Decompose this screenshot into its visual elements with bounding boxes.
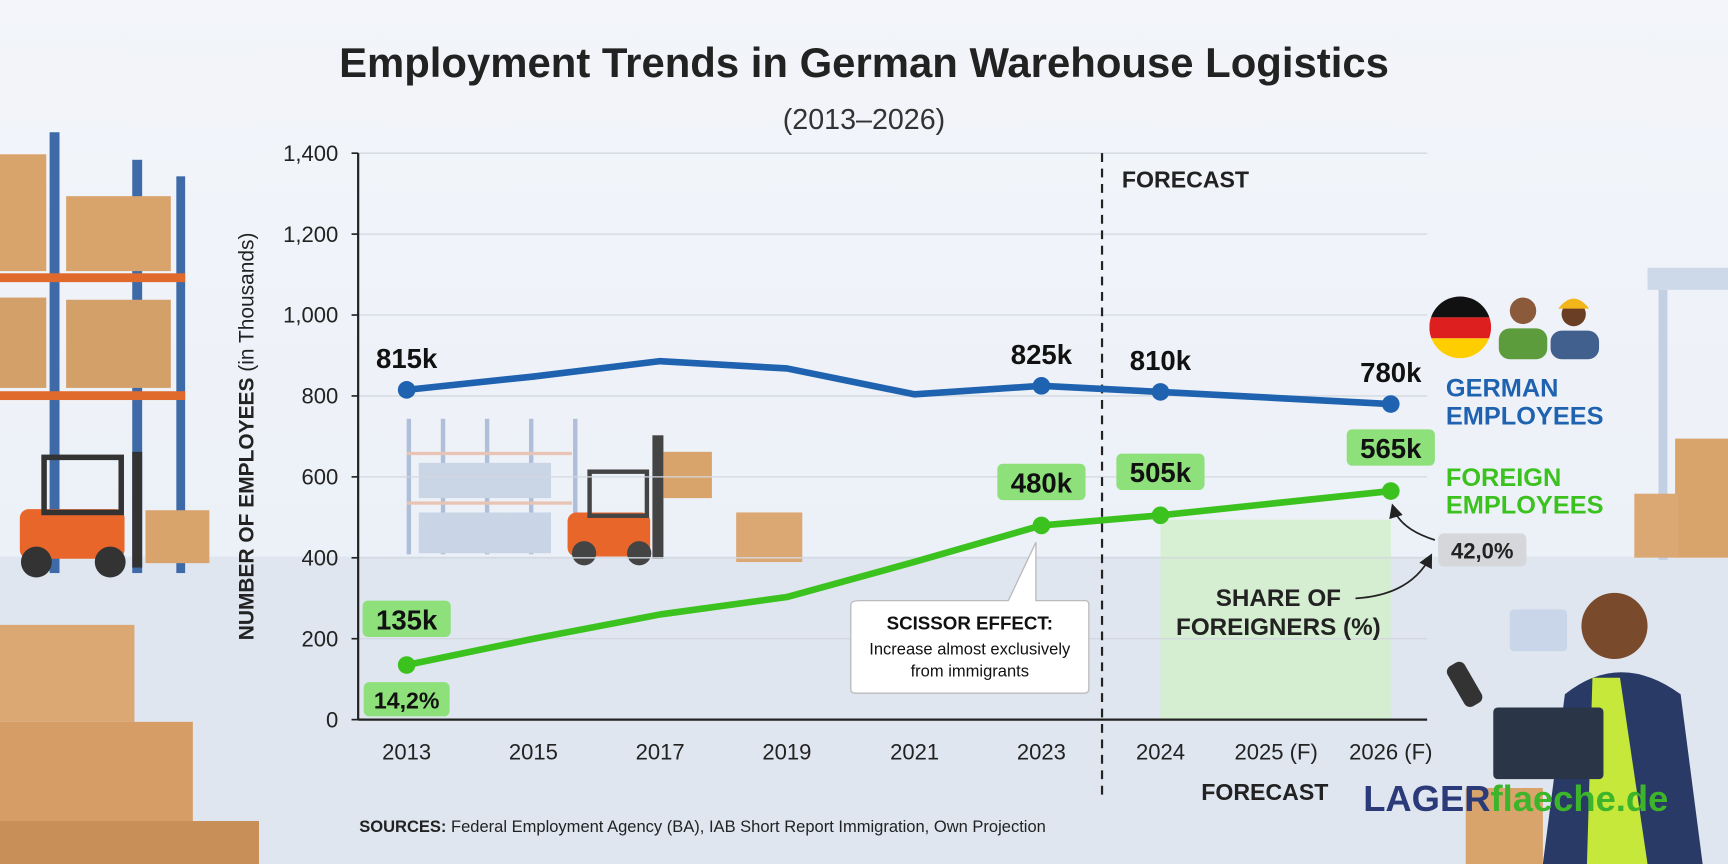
y-tick-label: 0 [326, 707, 338, 732]
legend-german-line1: GERMAN [1446, 375, 1559, 403]
y-tick-label: 600 [302, 465, 339, 490]
box-icon [0, 624, 259, 864]
y-axis-label: NUMBER OF EMPLOYEES (in Thousands) [235, 233, 258, 641]
logo-part1: LAGER [1363, 778, 1490, 819]
logo-part2: flaeche.de [1490, 778, 1668, 819]
forklift-icon [567, 435, 803, 566]
forecast-shaded-region [1160, 519, 1391, 720]
x-tick-label: 2021 [890, 739, 939, 764]
german-data-point [1032, 377, 1051, 395]
x-tick-label: 2023 [1017, 739, 1066, 764]
worker-icon [1498, 297, 1548, 360]
share-badge-2013 [363, 682, 450, 717]
german-data-point [397, 381, 416, 399]
german-employees-line [403, 357, 1395, 408]
share-annotation: SHARE OF FOREIGNERS (%) 42,0% 14,2% [363, 503, 1527, 717]
legend-german-line2: EMPLOYEES [1446, 402, 1604, 430]
y-tick-label: 200 [302, 626, 339, 651]
german-value-label: 780k [1360, 357, 1422, 388]
foreign-value-badge [1116, 453, 1205, 490]
worker-scanner-icon [1446, 592, 1703, 864]
german-flag-icon [1429, 296, 1492, 359]
y-axis-label-bold: NUMBER OF EMPLOYEES [235, 378, 258, 641]
x-tick-label: 2019 [762, 739, 811, 764]
callout-line2: from immigrants [911, 662, 1029, 681]
legend-foreign-line2: EMPLOYEES [1446, 492, 1604, 520]
callout-title: SCISSOR EFFECT: [887, 612, 1053, 633]
data-labels: 815k 825k 810k 780k 135k 480k 505k 565k [362, 339, 1435, 637]
foreign-value-badge [1346, 429, 1435, 466]
forecast-label-top: FORECAST [1122, 166, 1249, 192]
german-value-label: 815k [376, 343, 438, 374]
sources-note: SOURCES: Federal Employment Agency (BA),… [359, 817, 1046, 836]
logo: LAGERflaeche.de [1363, 778, 1668, 819]
x-tick-label: 2013 [382, 739, 431, 764]
foreign-data-point [1032, 516, 1051, 535]
share-arrow-to-point [1389, 503, 1436, 541]
y-tick-label: 1,200 [283, 222, 338, 247]
german-data-point [1151, 383, 1170, 401]
x-tick-label: 2017 [636, 739, 685, 764]
foreign-employees-line [403, 487, 1395, 669]
warehouse-shelf-icon [0, 132, 186, 574]
x-axis-ticks: 2013 2015 2017 2019 2021 2023 2024 2025 (F) 2026… [382, 739, 1432, 764]
forklift-icon [19, 451, 210, 578]
warehouse-shelf-icon [406, 418, 578, 555]
scissor-effect-callout: SCISSOR EFFECT: Increase almost exclusiv… [850, 541, 1090, 694]
y-axis-label-unit: (in Thousands) [235, 233, 258, 378]
x-tick-label: 2024 [1136, 739, 1185, 764]
sources-label: SOURCES: [359, 817, 446, 836]
share-label-line1: SHARE OF [1216, 585, 1341, 612]
share-arrow-to-badge [1355, 553, 1433, 600]
y-tick-label: 400 [302, 546, 339, 571]
chart-subtitle: (2013–2026) [783, 104, 945, 136]
share-value-2013: 14,2% [374, 688, 440, 714]
foreign-data-point [397, 656, 416, 674]
foreign-value-label: 505k [1130, 457, 1192, 488]
foreign-value-label: 135k [376, 604, 438, 635]
warehouse-shelf-icon [1634, 267, 1728, 560]
x-tick-label: 2026 (F) [1349, 739, 1432, 764]
german-value-label: 825k [1011, 339, 1073, 370]
sources-text: Federal Employment Agency (BA), IAB Shor… [446, 817, 1045, 836]
legend-foreign-line1: FOREIGN [1446, 464, 1561, 492]
foreign-value-label: 565k [1360, 433, 1422, 464]
chart-title: Employment Trends in German Warehouse Lo… [339, 39, 1389, 86]
forecast-label-bottom: FORECAST [1201, 779, 1328, 805]
foreign-value-badge [362, 600, 451, 637]
share-value-2026: 42,0% [1451, 539, 1514, 564]
german-data-point [1381, 395, 1400, 413]
callout-line1: Increase almost exclusively [869, 640, 1071, 659]
german-value-label: 810k [1130, 345, 1192, 376]
x-tick-label: 2025 (F) [1235, 739, 1318, 764]
series-layer [397, 357, 1400, 674]
legend: GERMAN EMPLOYEES FOREIGN EMPLOYEES [1429, 296, 1604, 520]
foreign-data-point [1151, 506, 1170, 525]
y-tick-label: 1,400 [283, 141, 338, 166]
worker-hardhat-icon [1550, 298, 1600, 360]
y-axis-ticks: 0 200 400 600 800 1,000 1,200 1,400 [283, 141, 359, 732]
x-tick-label: 2015 [509, 739, 558, 764]
foreign-data-point [1381, 482, 1400, 500]
share-badge-2026 [1438, 533, 1527, 567]
foreign-value-label: 480k [1011, 467, 1073, 498]
y-tick-label: 1,000 [283, 303, 338, 328]
y-tick-label: 800 [302, 384, 339, 409]
share-label-line2: FOREIGNERS (%) [1176, 614, 1381, 641]
foreign-value-badge [997, 463, 1086, 501]
